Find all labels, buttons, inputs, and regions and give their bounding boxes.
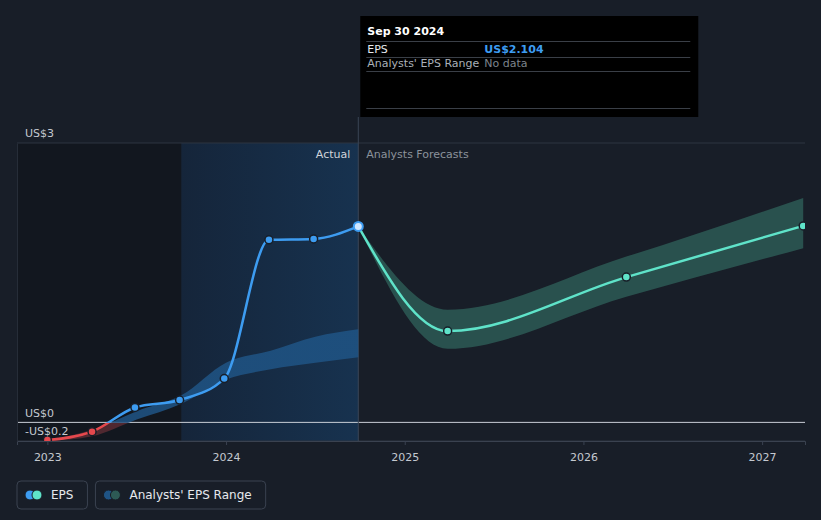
x-tick: 2026 xyxy=(570,441,598,464)
actual-region xyxy=(181,143,358,441)
background xyxy=(0,0,821,520)
x-tick: 2023 xyxy=(34,441,62,464)
x-axis: 2023 2024 2025 2026 2027 xyxy=(18,441,806,464)
x-tick-mark xyxy=(762,441,763,445)
grid-line xyxy=(17,143,805,144)
eps-marker xyxy=(131,403,139,411)
legend-swatch xyxy=(110,490,120,500)
legend-box xyxy=(95,481,265,509)
legend-item: EPS xyxy=(17,481,87,509)
x-tick-label: 2027 xyxy=(749,451,777,464)
legend-item: Analysts' EPS Range xyxy=(95,481,265,509)
tooltip-value: No data xyxy=(484,57,527,70)
y-tick: US$3 xyxy=(17,127,54,143)
marks xyxy=(43,198,805,441)
eps-marker xyxy=(444,327,452,335)
y-tick: US$0 xyxy=(17,407,54,423)
eps-line xyxy=(47,226,358,440)
past-region xyxy=(17,143,181,441)
tooltip-separator xyxy=(366,41,690,42)
legend: EPS Analysts' EPS Range xyxy=(17,481,266,509)
x-tick-mark xyxy=(226,441,227,445)
eps-marker xyxy=(88,428,96,436)
x-tick: 2024 xyxy=(213,441,241,464)
x-axis-line xyxy=(18,442,806,446)
range-band xyxy=(358,198,803,349)
y-tick-label: US$0 xyxy=(25,407,54,420)
x-tick-mark xyxy=(47,441,48,445)
range-band xyxy=(47,329,358,441)
x-tick-label: 2024 xyxy=(213,451,241,464)
eps-marker xyxy=(310,235,318,243)
legend-label: EPS xyxy=(51,488,73,502)
x-tick-label: 2026 xyxy=(570,451,598,464)
tooltip-separator xyxy=(366,108,690,109)
y-tick-label: US$3 xyxy=(25,127,54,140)
eps-marker xyxy=(176,396,184,404)
y-axis-line xyxy=(17,144,18,442)
tooltip-label: EPS xyxy=(367,43,388,56)
y-tick: -US$0.2 xyxy=(17,425,69,441)
tooltip-box xyxy=(360,16,698,117)
eps-marker xyxy=(220,375,228,383)
eps-marker xyxy=(354,222,363,231)
chart-svg: Actual Analysts Forecasts 2023 2024 2025 2026… xyxy=(0,0,821,520)
grid xyxy=(17,143,805,441)
x-tick-mark xyxy=(583,441,584,445)
tooltip-label: Analysts' EPS Range xyxy=(367,57,479,70)
tooltip: Sep 30 2024 EPS US$2.104 Analysts' EPS Rang… xyxy=(360,16,698,117)
annotation: Analysts Forecasts xyxy=(366,148,469,161)
x-tick-mark xyxy=(405,441,406,445)
x-tick: 2027 xyxy=(749,441,777,464)
tooltip-separator xyxy=(366,71,690,72)
regions xyxy=(17,143,358,441)
tooltip-value: US$2.104 xyxy=(484,43,544,56)
legend-swatch xyxy=(32,490,42,500)
x-tick: 2025 xyxy=(391,441,419,464)
x-tick-label: 2025 xyxy=(391,451,419,464)
annotation: Actual xyxy=(316,148,350,161)
eps-marker xyxy=(265,236,273,244)
eps-marker xyxy=(799,222,805,230)
chart-root: Actual Analysts Forecasts 2023 2024 2025 2026… xyxy=(0,0,821,520)
legend-label: Analysts' EPS Range xyxy=(129,488,251,502)
x-tick-label: 2023 xyxy=(34,451,62,464)
forecast-divider xyxy=(358,117,359,441)
y-tick-label: -US$0.2 xyxy=(25,425,69,438)
y-axis: US$3 US$0 -US$0.2 xyxy=(17,127,69,441)
eps-line xyxy=(358,226,803,331)
legend-box xyxy=(17,481,87,509)
eps-marker xyxy=(622,273,630,281)
tooltip-title: Sep 30 2024 xyxy=(367,25,444,38)
grid-line xyxy=(17,422,805,423)
